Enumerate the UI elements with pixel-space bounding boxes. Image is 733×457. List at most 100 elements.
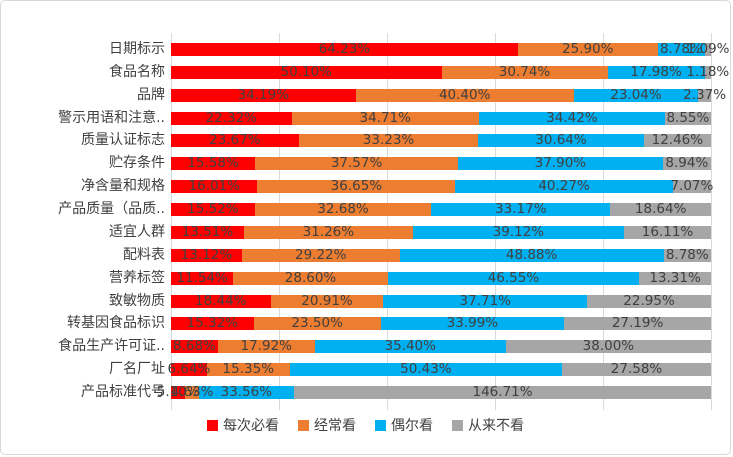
- bar-segment: [171, 317, 254, 331]
- bar-segment: [217, 340, 315, 354]
- bar-segment: [171, 111, 292, 125]
- bar-value-label: 27.19%: [611, 315, 664, 332]
- bar-segment: [185, 386, 199, 400]
- bar-value-label: 27.58%: [610, 361, 663, 378]
- bar-value-label: 17.92%: [240, 338, 292, 355]
- category-label: 适宜人群: [109, 223, 165, 240]
- category-label: 产品质量（品质..: [58, 201, 165, 218]
- bar-segment: [171, 134, 299, 148]
- bar-segment: [664, 111, 711, 125]
- bar-segment: [610, 203, 711, 217]
- bar-value-label: 4.63%: [170, 384, 214, 401]
- bar-segment: [198, 386, 295, 400]
- bar-segment: [505, 340, 711, 354]
- bar-value-label: 1.09%: [686, 41, 730, 57]
- bar-value-label: 8.78%: [659, 41, 703, 57]
- bar-segment: [171, 340, 218, 354]
- bar-value-label: 8.94%: [665, 155, 709, 172]
- bar-value-label: 36.65%: [330, 178, 383, 195]
- bar-segment: [387, 271, 640, 285]
- bar-segment: [624, 225, 711, 239]
- bar-value-label: 16.01%: [188, 178, 240, 195]
- bar-value-label: 50.10%: [280, 63, 333, 80]
- gridline: [279, 33, 280, 410]
- bar-value-label: 34.71%: [359, 109, 411, 126]
- bar-value-label: 64.23%: [318, 41, 371, 57]
- bar-value-label: 37.71%: [459, 292, 512, 309]
- bar-segment: [171, 203, 255, 217]
- bar-segment: [380, 317, 565, 331]
- bar-value-label: 34.42%: [546, 109, 598, 126]
- bar-value-label: 15.58%: [187, 155, 239, 172]
- bar-segment: [206, 363, 290, 377]
- bar-value-label: 13.31%: [649, 269, 701, 286]
- bar-value-label: 20.91%: [301, 292, 353, 309]
- bar-segment: [517, 43, 658, 56]
- bar-value-label: 33.99%: [446, 315, 499, 332]
- bar-value-label: 18.64%: [634, 201, 687, 218]
- bar-value-label: 11.54%: [176, 269, 228, 286]
- bar-segment: [171, 294, 271, 308]
- bar-segment: [253, 317, 381, 331]
- bar-value-label: 6.64%: [167, 361, 211, 378]
- bar-value-label: 15.52%: [187, 201, 239, 218]
- bar-segment: [171, 157, 256, 171]
- gridline: [603, 33, 604, 410]
- category-label: 质量认证标志: [81, 132, 165, 149]
- legend-item: 偶尔看: [375, 415, 433, 435]
- bar-segment: [639, 271, 711, 285]
- bar-segment: [270, 294, 384, 308]
- bar-value-label: 15.32%: [186, 315, 239, 332]
- bar-segment: [171, 248, 242, 262]
- category-label: 日期标示: [109, 41, 165, 57]
- bar-value-label: 30.64%: [535, 132, 587, 149]
- legend-label: 经常看: [314, 418, 356, 434]
- bar-value-label: 40.27%: [538, 178, 590, 195]
- bar-segment: [171, 271, 234, 285]
- category-label: 产品标准代号: [81, 384, 165, 401]
- bar-segment: [662, 157, 711, 171]
- bar-value-label: 17.98%: [630, 63, 682, 80]
- bar-segment: [294, 386, 711, 400]
- category-label: 致敏物质: [109, 292, 165, 309]
- bar-segment: [233, 271, 388, 285]
- bar-value-label: 7.07%: [670, 178, 714, 195]
- bar-segment: [607, 65, 705, 79]
- category-label: 食品名称: [109, 63, 165, 80]
- bar-value-label: 48.88%: [505, 246, 558, 263]
- legend-swatch-icon: [375, 419, 386, 431]
- bar-value-label: 2.37%: [683, 86, 727, 103]
- bar-value-label: 8.68%: [172, 338, 216, 355]
- bar-value-label: 33.23%: [362, 132, 415, 149]
- bar-segment: [704, 65, 711, 79]
- bar-segment: [643, 134, 711, 148]
- bar-value-label: 25.90%: [562, 41, 614, 57]
- bar-value-label: 39.12%: [492, 223, 545, 240]
- bar-segment: [241, 248, 400, 262]
- bar-value-label: 31.26%: [302, 223, 355, 240]
- category-label: 食品生产许可证..: [58, 338, 165, 355]
- bar-value-label: 22.95%: [623, 292, 675, 309]
- legend-item: 每次必看: [207, 415, 279, 435]
- legend-swatch-icon: [452, 419, 463, 431]
- bar-segment: [441, 65, 608, 79]
- bar-segment: [257, 180, 456, 194]
- bar-segment: [399, 248, 664, 262]
- bar-value-label: 15.35%: [222, 361, 275, 378]
- gridline: [387, 33, 388, 410]
- bar-value-label: 28.60%: [284, 269, 337, 286]
- legend-label: 每次必看: [223, 418, 279, 434]
- legend-item: 从来不看: [452, 415, 524, 435]
- bar-segment: [564, 317, 711, 331]
- bar-segment: [562, 363, 711, 377]
- bar-segment: [254, 203, 432, 217]
- bar-value-label: 1.18%: [686, 63, 730, 80]
- category-label: 品牌: [137, 86, 165, 103]
- gridline: [495, 33, 496, 410]
- bar-segment: [705, 43, 711, 56]
- bar-value-label: 23.67%: [209, 132, 261, 149]
- bar-segment: [171, 180, 258, 194]
- bar-value-label: 22.32%: [205, 109, 257, 126]
- bar-value-label: 23.50%: [291, 315, 343, 332]
- bar-segment: [663, 248, 711, 262]
